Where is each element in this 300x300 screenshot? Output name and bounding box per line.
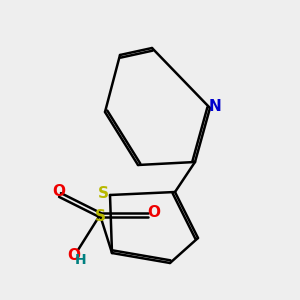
- Text: O: O: [52, 184, 65, 199]
- Text: H: H: [75, 254, 86, 268]
- Text: N: N: [209, 99, 222, 114]
- Text: S: S: [98, 186, 109, 201]
- Text: O: O: [147, 205, 160, 220]
- Text: S: S: [94, 209, 106, 224]
- Text: O: O: [67, 248, 80, 263]
